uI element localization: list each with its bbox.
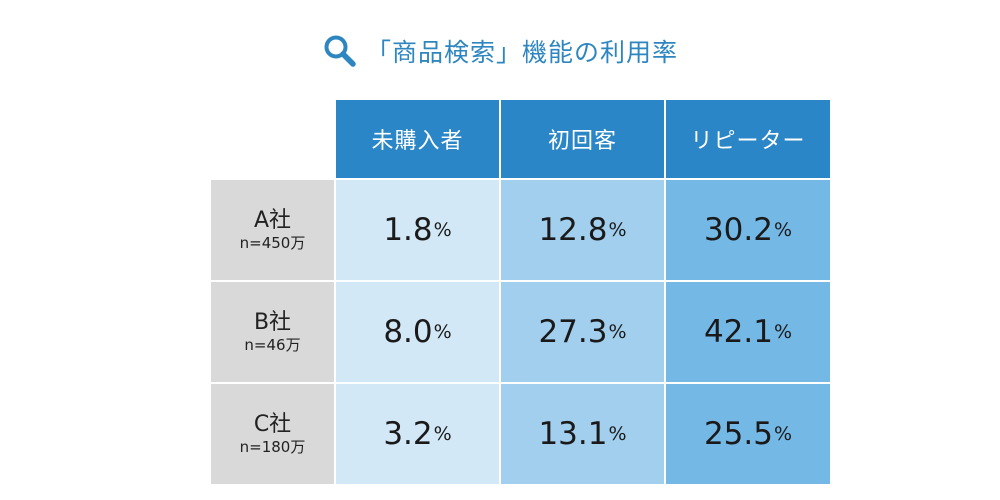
value-label: 8.0 [383, 314, 433, 350]
unit-label: % [608, 219, 627, 241]
unit-label: % [433, 219, 452, 241]
row-name: C社 [253, 411, 292, 437]
chart-title: 「商品検索」機能の利用率 [365, 38, 678, 67]
row-name: B社 [253, 309, 292, 335]
value-label: 1.8 [383, 212, 433, 248]
unit-label: % [773, 423, 793, 445]
value-cell: 42.1% [666, 282, 830, 382]
magnifier-icon [324, 35, 356, 67]
value-cell: 30.2% [666, 180, 830, 280]
value-label: 25.5 [703, 416, 773, 452]
title-row: 「商品検索」機能の利用率 [0, 26, 1000, 76]
value-cell: 13.1% [501, 384, 664, 484]
row-header: C社 n=180万 [211, 384, 334, 484]
value-cell: 3.2% [336, 384, 499, 484]
unit-label: % [608, 321, 627, 343]
row-sample-size: n=46万 [244, 336, 301, 355]
row-header: A社 n=450万 [211, 180, 334, 280]
value-cell: 12.8% [501, 180, 664, 280]
unit-label: % [433, 423, 452, 445]
column-header: 未購入者 [336, 100, 499, 178]
row-header: B社 n=46万 [211, 282, 334, 382]
value-cell: 8.0% [336, 282, 499, 382]
column-header: リピーター [666, 100, 830, 178]
unit-label: % [608, 423, 627, 445]
row-name: A社 [253, 207, 292, 233]
value-cell: 1.8% [336, 180, 499, 280]
value-label: 13.1 [538, 416, 608, 452]
value-label: 27.3 [538, 314, 608, 350]
row-sample-size: n=180万 [239, 438, 306, 457]
value-cell: 25.5% [666, 384, 830, 484]
unit-label: % [773, 219, 793, 241]
row-sample-size: n=450万 [239, 234, 306, 253]
data-table: 未購入者 初回客 リピーター A社 n=450万 1.8% 12.8% 30.2% B社 n=46… [211, 100, 830, 484]
table-corner [211, 100, 334, 178]
value-label: 42.1 [703, 314, 773, 350]
value-label: 30.2 [703, 212, 773, 248]
unit-label: % [773, 321, 793, 343]
unit-label: % [433, 321, 452, 343]
value-cell: 27.3% [501, 282, 664, 382]
value-label: 12.8 [538, 212, 608, 248]
column-header: 初回客 [501, 100, 664, 178]
value-label: 3.2 [383, 416, 433, 452]
